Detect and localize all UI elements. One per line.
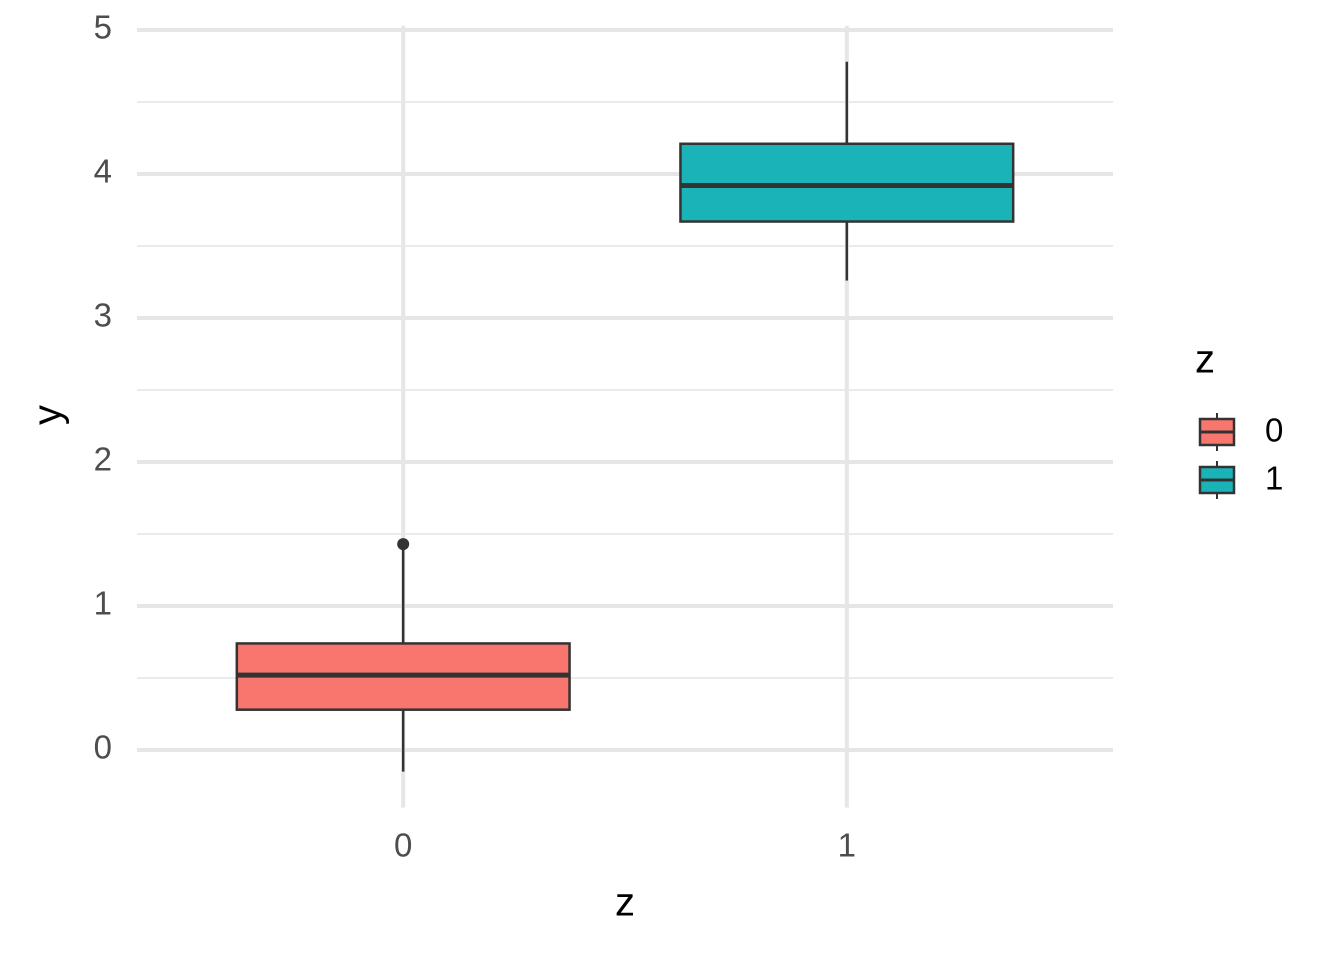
y-tick-label: 3 <box>94 297 112 334</box>
y-tick-label: 5 <box>94 9 112 46</box>
y-tick-label: 0 <box>94 729 112 766</box>
y-tick-label: 1 <box>94 585 112 622</box>
box <box>679 142 1015 223</box>
outlier <box>397 538 410 551</box>
x-tick-label: 0 <box>394 827 412 864</box>
y-axis-title: y <box>26 405 70 425</box>
x-axis-title: z <box>615 881 635 925</box>
x-tick-label: 1 <box>838 827 856 864</box>
legend-label: 1 <box>1265 460 1283 497</box>
y-tick-label: 4 <box>94 153 112 190</box>
legend-title: z <box>1195 338 1215 382</box>
legend-label: 0 <box>1265 412 1283 449</box>
y-tick-label: 2 <box>94 441 112 478</box>
